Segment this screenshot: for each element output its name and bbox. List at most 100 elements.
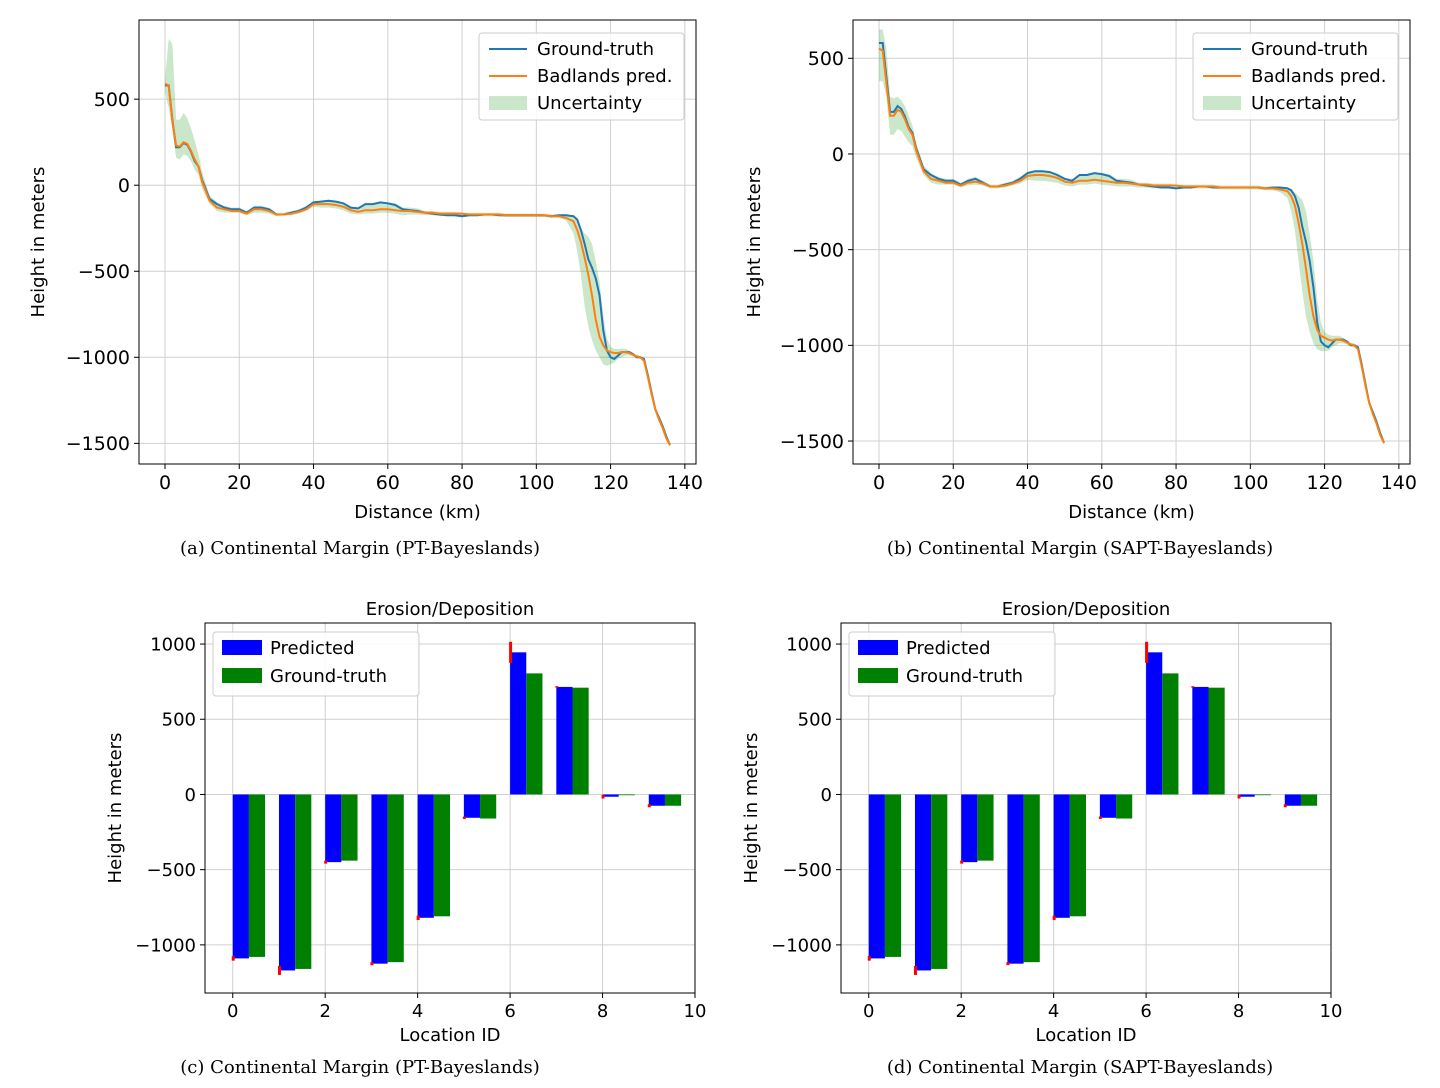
bar-ground-truth: [572, 687, 589, 795]
legend-ground-truth-swatch: [222, 668, 262, 683]
legend-box: [1192, 32, 1399, 121]
x-tick-label: 0: [227, 1001, 238, 1022]
y-tick-label: −1500: [780, 431, 844, 453]
x-tick-label: 140: [667, 472, 703, 494]
x-tick-label: 40: [301, 472, 325, 494]
bar-ground-truth: [526, 673, 543, 795]
y-tick-label: 500: [808, 48, 844, 70]
plot-frame: [852, 19, 1411, 465]
legend-box: [212, 631, 420, 697]
bar-predicted: [1192, 686, 1209, 795]
bar-ground-truth: [1023, 794, 1040, 963]
bar-ground-truth: [1069, 794, 1086, 917]
bar-predicted: [648, 794, 665, 806]
legend-label: Uncertainty: [1251, 93, 1357, 114]
bar-ground-truth: [884, 794, 902, 957]
y-tick-label: −500: [792, 239, 844, 261]
y-tick-label: −1000: [780, 335, 844, 357]
bar-predicted: [325, 794, 342, 863]
x-tick-label: 140: [1381, 472, 1417, 494]
legend-predicted-swatch: [222, 640, 262, 655]
x-tick-label: 10: [684, 1001, 707, 1022]
plot-frame: [138, 19, 697, 465]
x-tick-label: 40: [1015, 472, 1039, 494]
bar-predicted: [556, 686, 573, 795]
y-axis-label: Height in meters: [744, 167, 765, 318]
legend-label: Badlands pred.: [537, 66, 672, 87]
y-tick-label: 1000: [786, 635, 832, 656]
y-axis-label: Height in meters: [105, 733, 126, 884]
bar-ground-truth: [1208, 687, 1225, 795]
bar-ground-truth: [1300, 794, 1318, 806]
bar-ground-truth: [341, 794, 358, 861]
bar-ground-truth: [977, 794, 994, 861]
bar-ground-truth: [618, 794, 635, 796]
y-tick-label: −500: [783, 860, 832, 881]
series-ground-truth-line: [879, 42, 1385, 444]
bar-predicted: [232, 794, 249, 959]
x-tick-label: 8: [597, 1001, 608, 1022]
bar-ground-truth: [387, 794, 404, 963]
plot-frame: [840, 622, 1332, 994]
legend-label: Ground-truth: [1251, 39, 1368, 60]
bar-predicted: [417, 794, 434, 918]
series-ground-truth-line: [165, 84, 671, 446]
x-axis-label: Location ID: [399, 1025, 500, 1046]
y-tick-label: 500: [162, 710, 196, 731]
x-tick-label: 8: [1233, 1001, 1244, 1022]
series-prediction-line: [164, 82, 671, 446]
y-tick-label: −1500: [66, 433, 130, 455]
bar-ground-truth: [248, 794, 266, 957]
y-tick-label: 500: [94, 89, 130, 111]
y-tick-label: −500: [147, 860, 196, 881]
x-tick-label: 6: [1140, 1001, 1151, 1022]
x-axis-label: Distance (km): [354, 502, 480, 523]
x-axis-label: Location ID: [1035, 1025, 1136, 1046]
x-tick-label: 20: [227, 472, 251, 494]
legend-label: Predicted: [906, 638, 991, 659]
bar-predicted: [961, 794, 978, 863]
bar-predicted: [278, 794, 296, 971]
y-tick-label: −1000: [771, 935, 832, 956]
x-tick-label: 80: [450, 472, 474, 494]
x-tick-label: 60: [376, 472, 400, 494]
legend-box: [848, 631, 1056, 697]
chart-d-bar: 0 2 4 6 8 10 −1000 −500 0 500 1000 Erosion/Depositi…: [741, 599, 1343, 1078]
y-tick-label: 0: [821, 785, 832, 806]
bar-predicted: [1146, 652, 1163, 795]
legend-label: Ground-truth: [906, 666, 1023, 687]
x-tick-label: 120: [1306, 472, 1342, 494]
y-tick-label: −1000: [135, 935, 196, 956]
bar-predicted: [1099, 794, 1117, 818]
bar-ground-truth: [1116, 794, 1133, 819]
plot-frame: [204, 622, 696, 994]
x-tick-label: 0: [873, 472, 885, 494]
x-tick-label: 80: [1164, 472, 1188, 494]
y-tick-label: 500: [798, 710, 832, 731]
bar-predicted: [463, 794, 481, 818]
x-tick-label: 6: [504, 1001, 515, 1022]
series-prediction-line: [878, 47, 1385, 444]
x-tick-label: 0: [159, 472, 171, 494]
bar-ground-truth: [295, 794, 312, 969]
x-tick-label: 4: [412, 1001, 423, 1022]
bar-ground-truth: [931, 794, 948, 969]
bar-predicted: [510, 652, 527, 795]
bar-predicted: [371, 794, 388, 964]
x-tick-label: 20: [941, 472, 965, 494]
y-tick-label: −500: [78, 261, 130, 283]
bar-ground-truth: [480, 794, 497, 819]
x-tick-label: 0: [863, 1001, 874, 1022]
bar-predicted: [1007, 794, 1024, 964]
legend-ground-truth-swatch: [858, 668, 898, 683]
y-tick-label: 1000: [150, 635, 196, 656]
chart-c-bar: 0 2 4 6 8 10 −1000 −500 0 500 1000 Erosion/Depositi…: [105, 599, 707, 1078]
figure-caption: (b) Continental Margin (SAPT-Bayeslands): [887, 538, 1273, 559]
bar-predicted: [1284, 794, 1301, 806]
bar-ground-truth: [433, 794, 450, 917]
x-tick-label: 2: [955, 1001, 966, 1022]
bar-ground-truth: [1254, 794, 1271, 796]
legend-label: Predicted: [270, 638, 355, 659]
y-axis-label: Height in meters: [741, 733, 762, 884]
x-tick-label: 10: [1320, 1001, 1343, 1022]
